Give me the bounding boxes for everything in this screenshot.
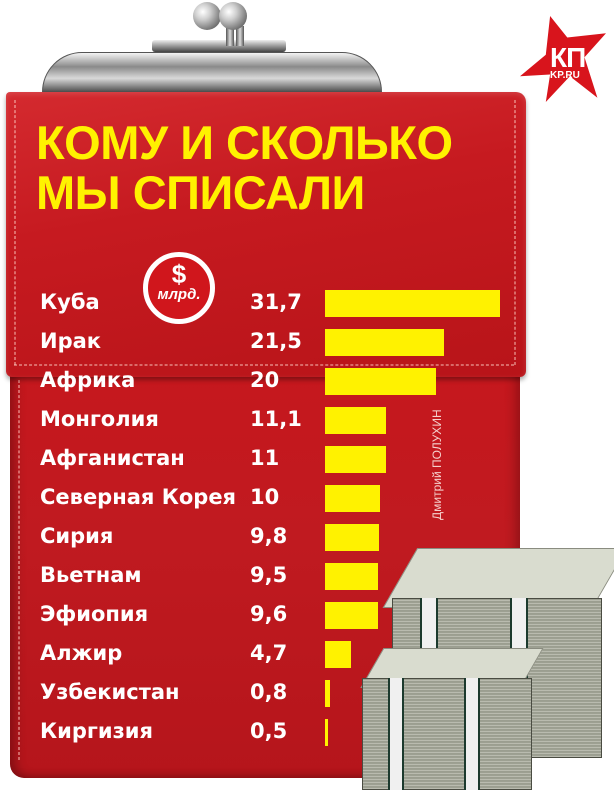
clasp-stem-left	[226, 26, 234, 46]
row-label: Узбекистан	[40, 680, 180, 704]
chart-row: Киргизия 0,5	[0, 717, 520, 756]
row-label: Северная Корея	[40, 485, 237, 509]
unit-label: млрд.	[157, 286, 201, 303]
stitch-line	[514, 100, 516, 365]
money-band	[388, 678, 404, 790]
bar	[325, 524, 379, 551]
bar	[325, 329, 444, 356]
title-line-2: МЫ СПИСАЛИ	[36, 166, 365, 219]
money-band	[464, 678, 480, 790]
kp-logo: КП KP.RU	[512, 8, 610, 108]
row-value: 0,8	[250, 680, 288, 704]
bar	[325, 485, 380, 512]
chart-row: Алжир 4,7	[0, 639, 520, 678]
row-label: Монголия	[40, 407, 159, 431]
bar	[325, 641, 351, 668]
row-label: Эфиопия	[40, 602, 149, 626]
chart-row: Куба 31,7	[0, 288, 520, 327]
chart-row: Узбекистан 0,8	[0, 678, 520, 717]
row-value: 10	[250, 485, 280, 509]
row-label: Афганистан	[40, 446, 185, 470]
bar	[325, 680, 330, 707]
logo-sub-text: KP.RU	[550, 70, 580, 81]
row-value: 4,7	[250, 641, 288, 665]
row-value: 9,6	[250, 602, 288, 626]
bar	[325, 368, 436, 395]
wallet-clasp-hinge	[152, 40, 286, 52]
clasp-stem-right	[236, 26, 244, 46]
chart-row: Афганистан 11	[0, 444, 520, 483]
chart-row: Сирия 9,8	[0, 522, 520, 561]
bar	[325, 563, 378, 590]
stitch-line	[14, 364, 514, 366]
dollar-icon: $	[171, 259, 187, 289]
row-label: Ирак	[40, 329, 102, 353]
bar	[325, 602, 378, 629]
bar	[325, 290, 500, 317]
logo-main-text: КП	[550, 42, 586, 73]
row-label: Киргизия	[40, 719, 153, 743]
bar	[325, 407, 386, 434]
unit-badge: $ млрд.	[143, 252, 215, 324]
title-line-1: КОМУ И СКОЛЬКО	[36, 116, 453, 169]
clasp-ball-right	[219, 2, 247, 30]
chart-row: Ирак 21,5	[0, 327, 520, 366]
stitch-line	[14, 100, 16, 365]
row-value: 9,5	[250, 563, 288, 587]
row-label: Сирия	[40, 524, 114, 548]
row-value: 0,5	[250, 719, 288, 743]
row-label: Вьетнам	[40, 563, 142, 587]
page-title: КОМУ И СКОЛЬКО МЫ СПИСАЛИ	[36, 118, 453, 218]
chart-row: Эфиопия 9,6	[0, 600, 520, 639]
bar	[325, 719, 328, 746]
row-value: 11	[250, 446, 280, 470]
chart-row: Африка 20	[0, 366, 520, 405]
stitch-line	[18, 380, 20, 760]
chart-row: Монголия 11,1	[0, 405, 520, 444]
row-label: Африка	[40, 368, 136, 392]
row-value: 9,8	[250, 524, 288, 548]
clasp-ball-left	[193, 2, 221, 30]
author-credit: Дмитрий ПОЛУХИН	[430, 409, 444, 520]
bar	[325, 446, 386, 473]
row-value: 21,5	[250, 329, 302, 353]
chart-row: Вьетнам 9,5	[0, 561, 520, 600]
row-value: 11,1	[250, 407, 302, 431]
row-value: 31,7	[250, 290, 302, 314]
row-label: Куба	[40, 290, 100, 314]
row-value: 20	[250, 368, 280, 392]
row-label: Алжир	[40, 641, 123, 665]
chart-row: Северная Корея 10	[0, 483, 520, 522]
